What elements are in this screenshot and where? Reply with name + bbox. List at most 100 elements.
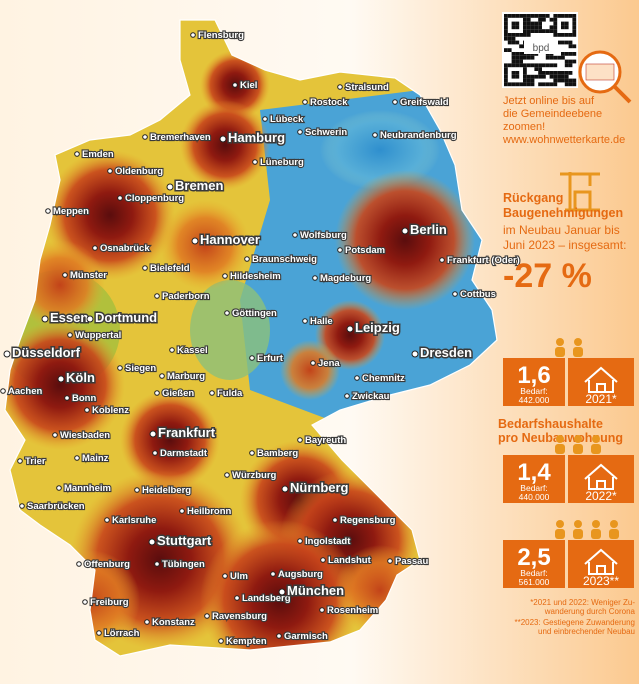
city-label: Garmisch xyxy=(284,631,328,642)
qr-module xyxy=(519,63,523,68)
city-label: Karlsruhe xyxy=(112,515,156,526)
qr-module xyxy=(526,21,531,26)
qr-code: bpd xyxy=(502,12,578,88)
qr-module xyxy=(542,82,546,87)
qr-module xyxy=(515,63,520,68)
qr-module xyxy=(564,33,569,37)
qr-module xyxy=(515,74,520,79)
city-dot xyxy=(297,129,303,135)
city-dot xyxy=(3,350,11,358)
qr-module xyxy=(515,71,520,75)
city-dot xyxy=(159,373,165,379)
city-dot xyxy=(392,99,398,105)
city-dot xyxy=(134,487,140,493)
city-label: Greifswald xyxy=(400,97,449,108)
city-dot xyxy=(344,393,350,399)
city-dot xyxy=(104,517,110,523)
qr-module xyxy=(564,59,569,64)
qr-module xyxy=(561,55,565,60)
city-label: Wuppertal xyxy=(75,330,121,341)
ratio-box xyxy=(503,540,565,588)
city-label: Ulm xyxy=(230,571,248,582)
city-label: Landshut xyxy=(328,555,372,566)
qr-module xyxy=(519,55,523,60)
city-label: Halle xyxy=(310,316,333,327)
city-dot xyxy=(0,388,6,394)
qr-module xyxy=(564,78,569,83)
city-dot xyxy=(337,247,343,253)
qr-module xyxy=(515,82,520,87)
qr-module xyxy=(515,25,520,30)
city-dot xyxy=(354,375,360,381)
qr-module xyxy=(572,52,577,56)
city-dot xyxy=(41,315,49,323)
city-label: Hamburg xyxy=(228,130,285,145)
city-label: Aachen xyxy=(8,386,43,397)
qr-module xyxy=(523,33,527,37)
city-dot xyxy=(249,450,255,456)
city-label: Kassel xyxy=(177,345,208,356)
qr-module xyxy=(553,29,558,33)
qr-module xyxy=(568,33,573,37)
qr-module xyxy=(523,17,527,22)
city-dot xyxy=(218,638,224,644)
qr-module xyxy=(511,71,516,75)
qr-module xyxy=(511,82,516,87)
city-label: Bamberg xyxy=(257,448,298,459)
qr-module xyxy=(515,40,520,45)
qr-module xyxy=(542,14,546,18)
city-dot xyxy=(224,472,230,478)
qr-module xyxy=(511,33,516,37)
city-label: Oldenburg xyxy=(115,166,163,177)
city-label: Lörrach xyxy=(104,628,140,639)
city-label: Rosenheim xyxy=(327,605,378,616)
qr-module xyxy=(564,74,569,79)
city-dot xyxy=(62,272,68,278)
qr-module xyxy=(557,55,561,60)
qr-module xyxy=(515,59,520,64)
qr-module xyxy=(557,71,561,75)
qr-module xyxy=(561,21,565,26)
city-label: Darmstadt xyxy=(160,448,208,459)
person-body xyxy=(591,529,601,539)
house-icon xyxy=(584,548,618,575)
person-head xyxy=(610,520,618,528)
qr-module xyxy=(542,63,546,68)
city-dot xyxy=(117,365,123,371)
qr-module xyxy=(564,14,569,18)
year-box xyxy=(568,455,634,503)
qr-module xyxy=(523,63,527,68)
qr-module xyxy=(549,63,554,68)
qr-module xyxy=(564,71,569,75)
city-label: Bonn xyxy=(72,393,96,404)
year-box xyxy=(568,358,634,406)
qr-module xyxy=(511,74,516,79)
qr-module xyxy=(538,25,542,30)
qr-module xyxy=(504,33,508,37)
qr-module xyxy=(526,29,531,33)
qr-module xyxy=(504,63,508,68)
city-label: Essen xyxy=(50,310,88,325)
qr-module xyxy=(561,40,565,45)
city-label: Passau xyxy=(395,556,428,567)
qr-module xyxy=(545,29,550,33)
city-dot xyxy=(292,232,298,238)
city-label: Düsseldorf xyxy=(12,345,81,360)
city-dot xyxy=(252,159,258,165)
qr-module xyxy=(572,29,577,33)
crane-icon xyxy=(560,172,600,212)
person-head xyxy=(574,338,582,346)
qr-module xyxy=(523,29,527,33)
qr-module xyxy=(568,71,573,75)
qr-module xyxy=(549,29,554,33)
city-label: Göttingen xyxy=(232,308,277,319)
person-head xyxy=(592,435,600,443)
qr-module xyxy=(504,71,508,75)
city-label: Ingolstadt xyxy=(305,536,351,547)
qr-module xyxy=(553,63,558,68)
qr-module xyxy=(523,74,527,79)
qr-module xyxy=(504,17,508,22)
qr-module xyxy=(561,25,565,30)
city-label: Braunschweig xyxy=(252,254,317,265)
